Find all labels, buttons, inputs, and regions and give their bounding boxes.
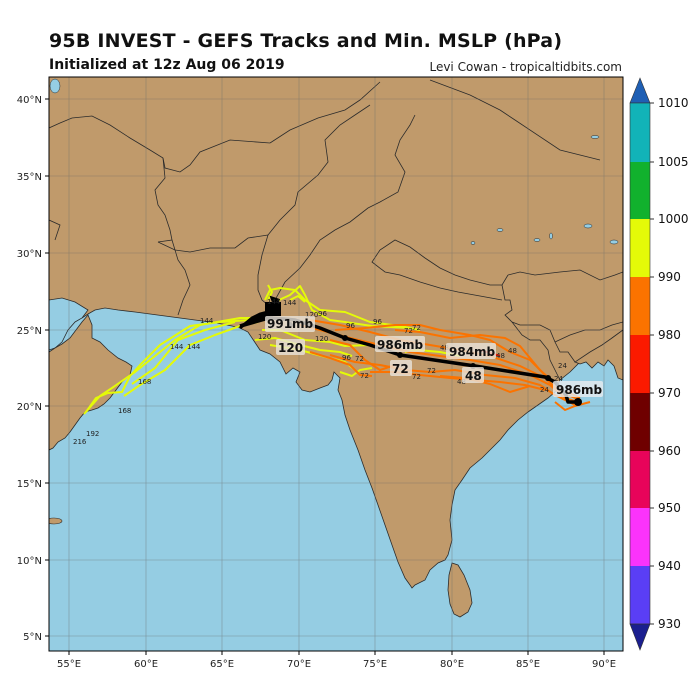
svg-text:48: 48 bbox=[440, 344, 449, 352]
lon-tick-labels: 55°E 60°E 65°E 70°E 75°E 80°E 85°E 90°E bbox=[57, 659, 616, 670]
land-asia bbox=[49, 77, 623, 589]
svg-text:990: 990 bbox=[658, 270, 681, 284]
svg-text:85°E: 85°E bbox=[516, 659, 540, 670]
colorbar-extend-high bbox=[629, 77, 651, 104]
svg-text:120: 120 bbox=[315, 335, 328, 343]
land-sri-lanka bbox=[447, 562, 473, 618]
svg-text:144: 144 bbox=[170, 343, 184, 351]
svg-text:960: 960 bbox=[658, 444, 681, 458]
svg-text:1010: 1010 bbox=[658, 96, 689, 110]
map-area: 216 192 168 168 144 144 144 144 144 120 … bbox=[49, 77, 623, 651]
svg-text:24: 24 bbox=[554, 375, 563, 383]
svg-text:216: 216 bbox=[73, 438, 87, 446]
svg-text:168: 168 bbox=[138, 378, 151, 386]
svg-text:120: 120 bbox=[258, 333, 271, 341]
label-hour-72: 72 bbox=[392, 362, 409, 376]
svg-text:72: 72 bbox=[360, 372, 369, 380]
label-pressure-986-east: 986mb bbox=[556, 383, 603, 397]
persian-gulf bbox=[49, 297, 89, 351]
svg-text:120: 120 bbox=[305, 311, 318, 319]
svg-text:144: 144 bbox=[267, 298, 281, 306]
svg-text:24: 24 bbox=[558, 362, 567, 370]
svg-text:72: 72 bbox=[412, 373, 421, 381]
svg-text:72: 72 bbox=[427, 367, 436, 375]
svg-text:70°E: 70°E bbox=[287, 659, 311, 670]
svg-text:65°E: 65°E bbox=[210, 659, 234, 670]
svg-text:144: 144 bbox=[283, 299, 297, 307]
svg-text:48: 48 bbox=[508, 347, 517, 355]
svg-text:55°E: 55°E bbox=[57, 659, 81, 670]
svg-text:970: 970 bbox=[658, 386, 681, 400]
mean-track-labels: 986mb 984mb 48 986mb 72 991mb 120 bbox=[265, 316, 603, 397]
colorbar-extend-low bbox=[629, 623, 651, 651]
svg-text:96: 96 bbox=[318, 310, 327, 318]
svg-text:5°N: 5°N bbox=[23, 632, 42, 643]
svg-text:144: 144 bbox=[187, 343, 201, 351]
svg-text:80°E: 80°E bbox=[440, 659, 464, 670]
svg-text:24: 24 bbox=[540, 386, 549, 394]
svg-text:48: 48 bbox=[457, 378, 466, 386]
svg-text:168: 168 bbox=[118, 407, 131, 415]
svg-text:980: 980 bbox=[658, 328, 681, 342]
svg-text:96: 96 bbox=[342, 354, 351, 362]
svg-text:35°N: 35°N bbox=[17, 172, 42, 183]
label-pressure-991: 991mb bbox=[267, 317, 314, 331]
label-pressure-984: 984mb bbox=[449, 345, 496, 359]
svg-text:72: 72 bbox=[412, 324, 421, 332]
svg-text:940: 940 bbox=[658, 559, 681, 573]
svg-text:60°E: 60°E bbox=[134, 659, 158, 670]
svg-text:1000: 1000 bbox=[658, 212, 689, 226]
svg-text:144: 144 bbox=[200, 317, 214, 325]
label-hour-48: 48 bbox=[465, 369, 482, 383]
svg-text:1005: 1005 bbox=[658, 155, 689, 169]
lakes bbox=[49, 78, 619, 245]
svg-text:10°N: 10°N bbox=[17, 556, 42, 567]
svg-text:72: 72 bbox=[404, 327, 413, 335]
svg-text:75°E: 75°E bbox=[363, 659, 387, 670]
socotra bbox=[49, 517, 63, 525]
chart-title: 95B INVEST - GEFS Tracks and Min. MSLP (… bbox=[49, 30, 563, 52]
land-myanmar bbox=[574, 329, 623, 381]
svg-text:96: 96 bbox=[346, 322, 355, 330]
lat-tick-labels: 40°N 35°N 30°N 25°N 20°N 15°N 10°N 5°N bbox=[17, 95, 42, 643]
svg-text:40°N: 40°N bbox=[17, 95, 42, 106]
svg-text:15°N: 15°N bbox=[17, 479, 42, 490]
svg-text:930: 930 bbox=[658, 617, 681, 631]
colorbar: 1010 1005 1000 990 980 970 960 950 940 9… bbox=[629, 77, 689, 651]
init-time: Initialized at 12z Aug 06 2019 bbox=[49, 57, 285, 73]
track-hour-labels: 216 192 168 168 144 144 144 144 144 120 … bbox=[73, 298, 567, 446]
svg-text:72: 72 bbox=[355, 355, 364, 363]
svg-text:192: 192 bbox=[86, 430, 99, 438]
label-pressure-986-central: 986mb bbox=[377, 338, 424, 352]
svg-text:30°N: 30°N bbox=[17, 249, 42, 260]
axis-ticks bbox=[45, 98, 605, 655]
svg-text:96: 96 bbox=[373, 318, 382, 326]
credit: Levi Cowan - tropicaltidbits.com bbox=[429, 60, 622, 74]
svg-text:950: 950 bbox=[658, 501, 681, 515]
svg-text:25°N: 25°N bbox=[17, 326, 42, 337]
svg-text:48: 48 bbox=[496, 352, 505, 360]
country-borders bbox=[49, 79, 623, 381]
map-frame bbox=[48, 76, 624, 652]
colorbar-labels: 1010 1005 1000 990 980 970 960 950 940 9… bbox=[658, 96, 689, 631]
svg-text:90°E: 90°E bbox=[592, 659, 616, 670]
svg-text:20°N: 20°N bbox=[17, 402, 42, 413]
label-hour-120: 120 bbox=[278, 341, 303, 355]
